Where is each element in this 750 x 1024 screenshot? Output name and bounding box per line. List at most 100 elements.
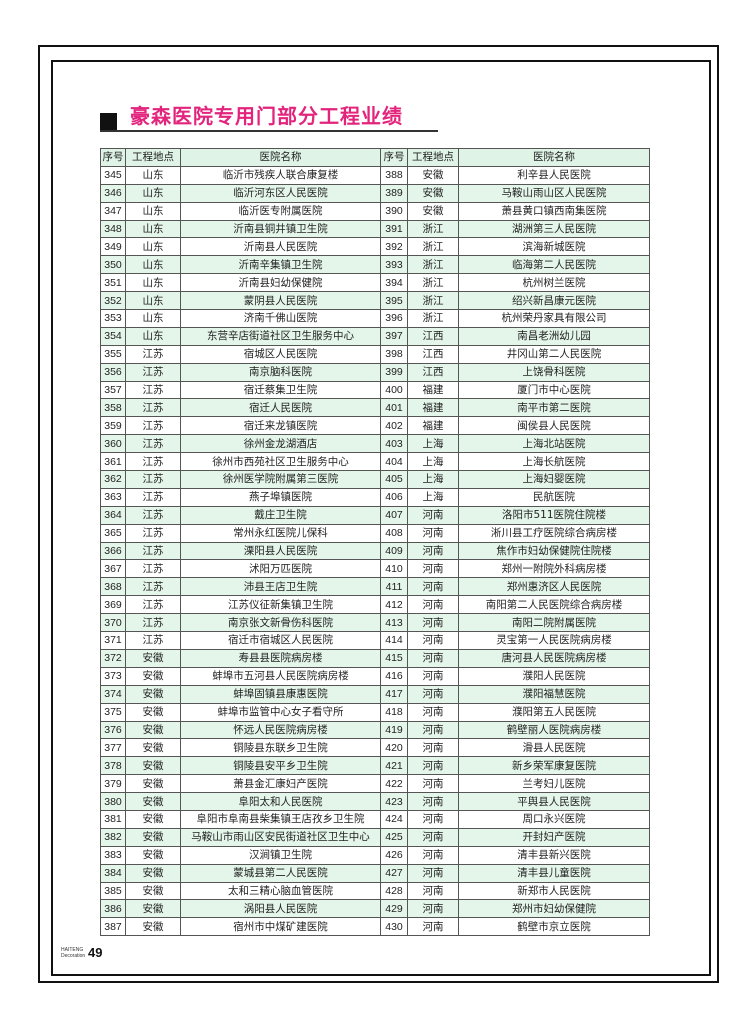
cell-hospital: 淅川县工疗医院综合病房楼 [458,523,650,543]
cell-hospital: 兰考妇儿医院 [458,774,650,794]
cell-hospital: 宿迁蔡集卫生院 [180,380,381,400]
cell-location: 河南 [407,505,459,525]
cell-no: 408 [380,523,408,543]
cell-location: 河南 [407,738,459,758]
cell-no: 359 [100,416,126,436]
cell-hospital: 东营辛店街道社区卫生服务中心 [180,326,381,346]
cell-hospital: 井冈山第二人民医院 [458,344,650,364]
cell-location: 河南 [407,774,459,794]
cell-hospital: 郑州市妇幼保健院 [458,899,650,919]
table-row: 364 江苏 戴庄卫生院 407 河南 洛阳市511医院住院楼 [100,505,650,525]
cell-no: 405 [380,470,408,489]
table-row: 374 安徽 蚌埠固镇县康惠医院 417 河南 濮阳福慧医院 [100,684,650,704]
cell-hospital: 南平市第二医院 [458,398,650,418]
cell-location: 河南 [407,541,459,561]
table-row: 379 安徽 萧县金汇康妇产医院 422 河南 兰考妇儿医院 [100,774,650,794]
cell-no: 411 [380,577,408,597]
cell-hospital: 寿县县医院病房楼 [180,648,381,668]
table-row: 352 山东 蒙阴县人民医院 395 浙江 绍兴新昌康元医院 [100,291,650,311]
cell-location: 河南 [407,809,459,829]
cell-location: 山东 [125,165,181,185]
cell-no: 369 [100,595,126,615]
cell-location: 江西 [407,362,459,382]
cell-no: 393 [380,255,408,275]
cell-no: 417 [380,684,408,704]
cell-location: 浙江 [407,291,459,311]
cell-location: 福建 [407,380,459,400]
cell-no: 345 [100,165,126,185]
cell-location: 安徽 [125,827,181,847]
cell-hospital: 怀远人民医院病房楼 [180,720,381,740]
cell-hospital: 宿迁市宿城区人民医院 [180,631,381,650]
cell-hospital: 清丰县新兴医院 [458,845,650,865]
cell-no: 352 [100,291,126,311]
cell-no: 420 [380,738,408,758]
header-hospital: 医院名称 [180,148,381,167]
cell-no: 422 [380,774,408,794]
table-row: 369 江苏 江苏仪征新集镇卫生院 412 河南 南阳第二人民医院综合病房楼 [100,595,650,615]
cell-hospital: 杭州树兰医院 [458,273,650,293]
cell-no: 410 [380,559,408,579]
cell-no: 375 [100,702,126,722]
brand-line1: HAITENG [61,947,84,953]
cell-no: 406 [380,487,408,507]
cell-location: 安徽 [125,881,181,901]
cell-no: 428 [380,881,408,901]
cell-no: 386 [100,899,126,919]
cell-hospital: 平舆县人民医院 [458,792,650,811]
cell-no: 409 [380,541,408,561]
table-row: 375 安徽 蚌埠市监管中心女子看守所 418 河南 濮阳第五人民医院 [100,702,650,722]
cell-hospital: 南昌老洲幼儿园 [458,326,650,346]
cell-location: 江苏 [125,344,181,364]
cell-hospital: 阜阳市阜南县柴集镇王店孜乡卫生院 [180,809,381,829]
cell-location: 上海 [407,434,459,454]
cell-location: 山东 [125,219,181,239]
cell-hospital: 马鞍山雨山区人民医院 [458,183,650,203]
cell-location: 江苏 [125,434,181,454]
cell-hospital: 马鞍山市雨山区安民街道社区卫生中心 [180,827,381,847]
cell-location: 江苏 [125,613,181,633]
table-row: 354 山东 东营辛店街道社区卫生服务中心 397 江西 南昌老洲幼儿园 [100,326,650,346]
cell-hospital: 蚌埠固镇县康惠医院 [180,684,381,704]
cell-hospital: 上海妇婴医院 [458,470,650,489]
cell-no: 349 [100,237,126,257]
brand-line2: Decoration [61,953,86,959]
cell-location: 河南 [407,720,459,740]
cell-hospital: 临沂河东区人民医院 [180,183,381,203]
cell-hospital: 济南千佛山医院 [180,309,381,328]
cell-location: 安徽 [125,792,181,811]
cell-no: 395 [380,291,408,311]
cell-location: 安徽 [125,809,181,829]
cell-location: 江苏 [125,541,181,561]
cell-location: 安徽 [125,738,181,758]
cell-hospital: 铜陵县东联乡卫生院 [180,738,381,758]
cell-hospital: 滨海新城医院 [458,237,650,257]
table-row: 357 江苏 宿迁蔡集卫生院 400 福建 厦门市中心医院 [100,380,650,400]
cell-hospital: 临海第二人民医院 [458,255,650,275]
header-no: 序号 [100,148,126,167]
cell-hospital: 燕子埠镇医院 [180,487,381,507]
cell-location: 安徽 [125,774,181,794]
cell-hospital: 南阳第二人民医院综合病房楼 [458,595,650,615]
cell-no: 407 [380,505,408,525]
cell-hospital: 太和三精心脑血管医院 [180,881,381,901]
cell-hospital: 汉涧镇卫生院 [180,845,381,865]
cell-no: 373 [100,666,126,686]
inner-frame [51,60,711,976]
cell-no: 423 [380,792,408,811]
cell-hospital: 湖洲第三人民医院 [458,219,650,239]
cell-hospital: 南阳二院附属医院 [458,613,650,633]
cell-location: 安徽 [125,702,181,722]
outer-frame [38,45,719,983]
cell-location: 安徽 [407,183,459,203]
cell-location: 安徽 [125,863,181,883]
cell-location: 河南 [407,702,459,722]
cell-location: 江西 [407,326,459,346]
cell-no: 389 [380,183,408,203]
table-row: 382 安徽 马鞍山市雨山区安民街道社区卫生中心 425 河南 开封妇产医院 [100,827,650,847]
cell-location: 河南 [407,577,459,597]
table-row: 373 安徽 蚌埠市五河县人民医院病房楼 416 河南 濮阳人民医院 [100,666,650,686]
cell-no: 396 [380,309,408,328]
cell-no: 362 [100,470,126,489]
cell-no: 429 [380,899,408,919]
